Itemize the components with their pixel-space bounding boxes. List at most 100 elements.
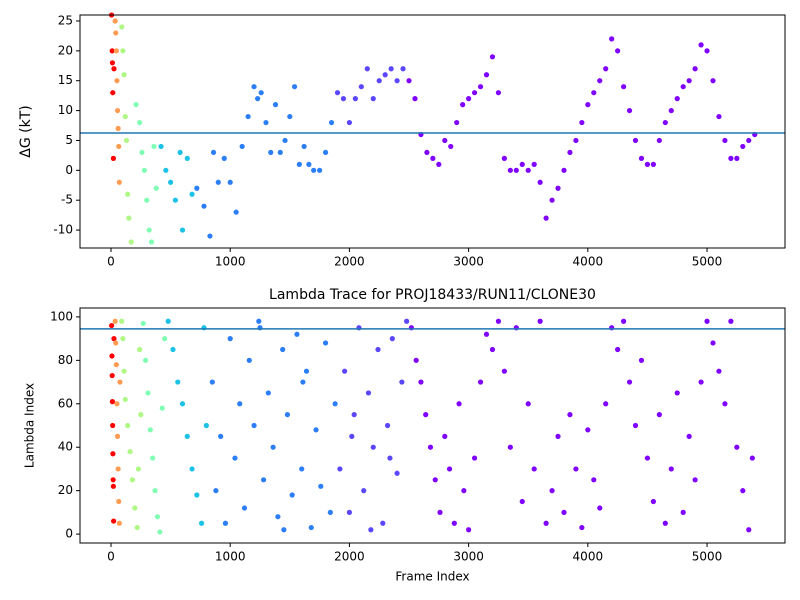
- x-tick-label: 3000: [453, 550, 484, 564]
- x-tick-label: 4000: [573, 255, 604, 269]
- point: [110, 477, 116, 483]
- point: [603, 66, 609, 72]
- point: [179, 227, 186, 233]
- point: [322, 149, 329, 156]
- point: [215, 179, 221, 185]
- x-tick-label: 2000: [334, 550, 365, 564]
- point: [322, 340, 329, 346]
- point: [328, 119, 335, 126]
- point: [158, 143, 164, 150]
- point: [365, 390, 372, 396]
- point: [471, 455, 478, 461]
- point: [579, 119, 585, 126]
- point: [650, 161, 656, 167]
- point: [351, 412, 357, 418]
- point: [287, 113, 293, 120]
- point: [111, 336, 117, 342]
- point: [137, 119, 143, 126]
- point: [384, 422, 391, 429]
- point: [120, 336, 126, 342]
- point: [573, 466, 579, 472]
- point: [746, 527, 752, 533]
- point: [451, 520, 457, 526]
- point: [150, 455, 156, 461]
- point: [728, 155, 734, 161]
- point: [389, 336, 395, 342]
- point: [125, 191, 131, 197]
- point: [201, 203, 207, 209]
- x-tick-label: 2000: [334, 255, 365, 269]
- point: [525, 167, 531, 173]
- plot-frame: [79, 307, 786, 544]
- point: [734, 155, 740, 161]
- point: [537, 179, 543, 185]
- point: [404, 318, 410, 324]
- point: [549, 488, 555, 494]
- point: [281, 527, 287, 533]
- point: [198, 520, 205, 526]
- point: [128, 239, 134, 245]
- point: [418, 379, 424, 385]
- point: [116, 179, 122, 185]
- point: [477, 379, 484, 385]
- point: [147, 427, 153, 433]
- point: [154, 514, 161, 520]
- point: [728, 318, 734, 324]
- point: [303, 368, 310, 374]
- point: [272, 102, 279, 108]
- point: [175, 379, 181, 385]
- x-tick-label: 4000: [573, 550, 604, 564]
- point: [561, 509, 567, 515]
- point: [115, 466, 121, 472]
- y-tick-label: 100: [50, 309, 73, 323]
- point: [123, 137, 130, 144]
- point: [543, 215, 549, 221]
- point: [284, 412, 291, 418]
- point: [317, 167, 323, 173]
- point: [227, 179, 233, 185]
- x-tick-label: 1000: [215, 255, 246, 269]
- point: [126, 215, 132, 221]
- point: [227, 336, 233, 342]
- point: [245, 113, 251, 120]
- point: [427, 444, 434, 450]
- point: [109, 353, 115, 359]
- plot-frame: [79, 14, 786, 249]
- point: [704, 48, 710, 54]
- point: [165, 318, 171, 324]
- point: [352, 96, 358, 102]
- point: [327, 509, 333, 515]
- point: [412, 96, 418, 102]
- point: [159, 405, 165, 411]
- point: [543, 520, 549, 526]
- point: [152, 488, 158, 494]
- point: [135, 466, 142, 472]
- point: [116, 520, 122, 526]
- point: [638, 155, 645, 161]
- point: [334, 90, 341, 96]
- point: [483, 331, 490, 337]
- point: [218, 433, 224, 439]
- point: [680, 84, 686, 90]
- point: [163, 167, 169, 173]
- x-tick-label: 5000: [692, 550, 723, 564]
- point: [375, 346, 381, 353]
- point: [668, 107, 674, 114]
- point: [172, 197, 178, 203]
- point: [116, 143, 122, 150]
- point: [111, 66, 117, 72]
- point: [423, 412, 429, 418]
- point: [561, 167, 567, 173]
- point: [698, 379, 704, 385]
- point: [710, 78, 716, 84]
- point: [140, 320, 146, 327]
- point: [432, 477, 438, 483]
- x-tick-label: 0: [107, 255, 115, 269]
- point: [567, 149, 573, 156]
- point: [277, 149, 283, 156]
- point: [194, 492, 200, 498]
- point: [361, 488, 367, 494]
- point: [114, 107, 121, 114]
- point: [686, 78, 692, 84]
- point: [495, 318, 502, 324]
